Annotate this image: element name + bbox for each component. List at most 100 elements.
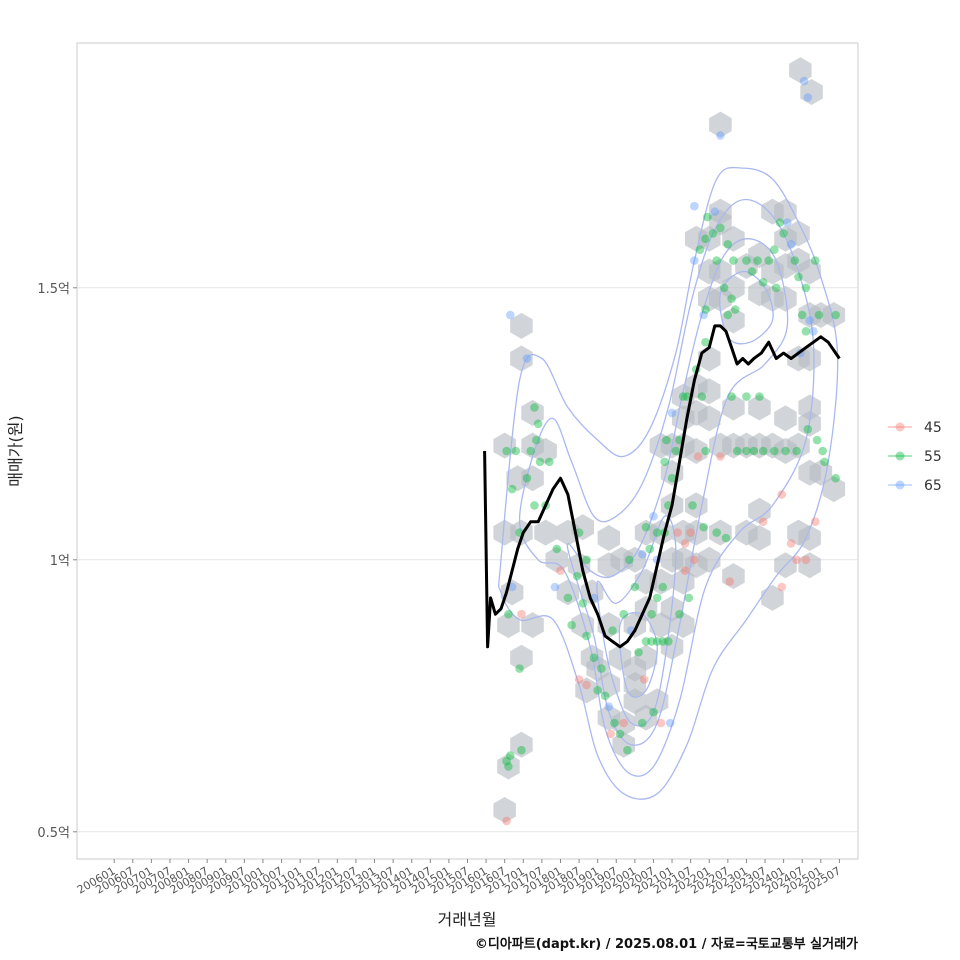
data-point-45 (556, 566, 565, 575)
data-point-55 (637, 718, 647, 728)
data-point-45 (725, 577, 734, 586)
data-point-65 (690, 201, 699, 211)
data-point-55 (727, 294, 736, 303)
data-point-55 (831, 310, 840, 320)
hexbin-cell (722, 225, 745, 252)
data-point-45 (777, 490, 787, 499)
legend-label: 55 (924, 449, 942, 465)
hexbin-cell (493, 797, 516, 823)
data-point-55 (721, 533, 731, 543)
data-point-55 (658, 582, 668, 592)
data-point-55 (810, 256, 820, 265)
data-point-55 (723, 310, 733, 320)
data-point-55 (649, 707, 658, 717)
data-point-45 (517, 609, 526, 619)
hexbin-cell (575, 677, 598, 704)
data-point-55 (608, 626, 617, 635)
hexbin-cell (634, 644, 658, 671)
legend-key-point (895, 451, 905, 461)
data-point-65 (803, 93, 813, 102)
data-point-45 (716, 452, 725, 461)
data-point-55 (790, 256, 800, 265)
data-point-45 (639, 675, 649, 684)
caption: ©디아파트(dapt.kr) / 2025.08.01 / 자료=국토교통부 실… (475, 936, 858, 952)
data-point-55 (671, 446, 681, 456)
hexbin-cell (500, 579, 524, 606)
data-point-55 (589, 653, 599, 663)
data-point-55 (712, 256, 721, 265)
data-point-55 (532, 435, 541, 445)
data-point-65 (522, 354, 532, 363)
data-point-45 (680, 566, 690, 575)
hexbin-cell (510, 312, 533, 339)
data-point-45 (673, 528, 682, 537)
hexbin-cell (698, 378, 721, 405)
hexbin-cell (567, 552, 591, 579)
data-point-55 (742, 392, 751, 401)
data-point-65 (786, 239, 796, 249)
data-point-55 (723, 239, 733, 249)
data-point-55 (504, 609, 513, 619)
legend-key-point (895, 422, 905, 432)
kde-contour-second (518, 198, 815, 777)
data-point-55 (634, 647, 643, 657)
y-tick-label: 0.5억 (37, 826, 70, 841)
hexbin-cell (597, 704, 621, 731)
data-point-55 (645, 544, 655, 554)
data-point-55 (652, 593, 662, 603)
data-point-55 (515, 664, 524, 673)
hexbin-cell (761, 584, 784, 611)
data-point-55 (511, 446, 521, 456)
data-point-55 (615, 729, 625, 739)
data-point-55 (742, 256, 751, 265)
hexbin-cell (822, 302, 846, 328)
data-point-55 (678, 392, 688, 401)
data-point-55 (624, 555, 634, 565)
x-axis-title: 거래년월 (438, 910, 497, 929)
hexbin-cell (671, 519, 695, 546)
data-point-55 (517, 745, 526, 755)
data-point-55 (699, 522, 708, 532)
hexbin-cell (748, 242, 771, 269)
data-point-55 (716, 223, 725, 233)
hexbin-cell (534, 438, 557, 464)
legend: 45 55 65 (888, 420, 942, 494)
hexbin-cell (709, 111, 732, 138)
data-point-55 (801, 327, 811, 336)
hexbin-cell (709, 285, 732, 312)
data-point-55 (505, 751, 515, 760)
data-point-55 (697, 392, 707, 401)
hexbin-cell (649, 612, 673, 639)
hexbin-cell (597, 671, 621, 698)
data-point-45 (810, 517, 820, 527)
data-point-55 (684, 593, 694, 603)
data-point-55 (794, 272, 803, 282)
hexbin-cell (597, 525, 621, 551)
data-point-55 (771, 283, 781, 293)
data-point-45 (777, 582, 787, 592)
data-point-45 (686, 528, 695, 537)
hexbin-cell (774, 405, 797, 432)
hexbin-cell (510, 345, 533, 372)
data-point-55 (701, 305, 710, 314)
data-point-55 (662, 435, 671, 445)
data-point-55 (507, 484, 517, 494)
hexbin-cell (748, 497, 771, 524)
data-point-55 (753, 256, 762, 265)
hexbin-cell (722, 307, 745, 334)
data-point-55 (619, 609, 628, 619)
data-point-45 (502, 816, 511, 826)
data-point-55 (712, 528, 721, 537)
data-point-55 (567, 620, 576, 630)
trend-line (483, 324, 841, 649)
data-point-45 (693, 452, 703, 461)
data-point-55 (747, 267, 757, 276)
hexbin-cell (789, 57, 812, 84)
hexbin-cell (493, 519, 516, 546)
data-point-65 (710, 207, 720, 216)
hexbin-cell (800, 79, 823, 105)
hexbin-cell (497, 612, 520, 639)
legend-label: 45 (924, 420, 942, 436)
data-point-55 (572, 571, 582, 581)
